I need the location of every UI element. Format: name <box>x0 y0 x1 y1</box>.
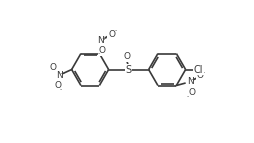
Text: O: O <box>197 71 204 80</box>
Text: -: - <box>187 94 189 99</box>
Text: O: O <box>124 52 131 61</box>
Text: +: + <box>191 77 196 82</box>
Text: -: - <box>60 87 62 92</box>
Text: S: S <box>125 64 132 75</box>
Text: -: - <box>203 70 205 75</box>
Text: N: N <box>98 36 104 45</box>
Text: O: O <box>108 30 115 39</box>
Text: O: O <box>50 63 57 73</box>
Text: O: O <box>188 88 195 97</box>
Text: +: + <box>101 36 107 41</box>
Text: O: O <box>99 46 106 55</box>
Text: Cl: Cl <box>194 64 203 75</box>
Text: N: N <box>56 71 63 80</box>
Text: -: - <box>98 51 100 56</box>
Text: +: + <box>60 71 65 76</box>
Text: O: O <box>54 81 61 90</box>
Text: -: - <box>114 29 117 34</box>
Text: N: N <box>187 77 194 86</box>
